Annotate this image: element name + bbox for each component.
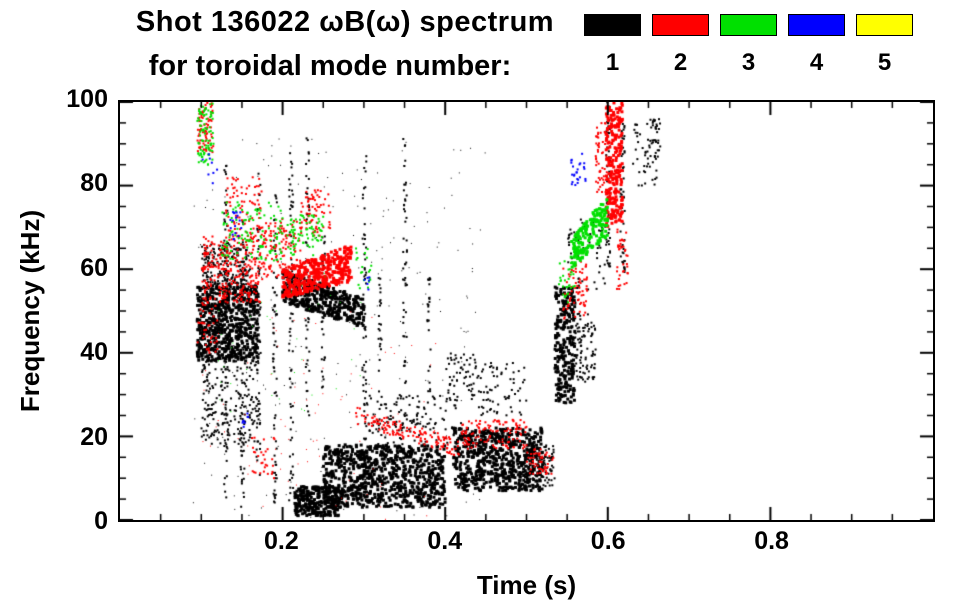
chart-title-line2: for toroidal mode number: (148, 50, 512, 82)
x-tick-label-0.8: 0.8 (754, 527, 789, 555)
y-tick-label-0: 0 (94, 507, 108, 535)
y-tick-label-80: 80 (80, 169, 108, 198)
legend-label-5: 5 (877, 49, 892, 76)
legend-swatch-2 (652, 14, 709, 36)
plot-canvas (120, 102, 933, 520)
x-tick-label-0.4: 0.4 (427, 527, 463, 555)
y-axis-title: Frequency (kHz) (15, 209, 45, 413)
legend-entry-5: 5 (856, 14, 913, 77)
legend-label-3: 3 (741, 49, 756, 76)
legend-label-2: 2 (673, 49, 688, 76)
legend-swatch-4 (788, 14, 845, 36)
legend-label-4: 4 (809, 49, 824, 76)
legend-swatch-3 (720, 14, 777, 36)
legend-entry-3: 3 (720, 14, 777, 77)
y-tick-label-20: 20 (80, 422, 108, 451)
legend-swatch-1 (584, 14, 641, 36)
legend-swatch-5 (856, 14, 913, 36)
y-tick-label-60: 60 (80, 253, 108, 282)
legend-entry-4: 4 (788, 14, 845, 77)
chart-title-line1: Shot 136022 ωB(ω) spectrum (135, 6, 555, 38)
y-tick-label-100: 100 (66, 85, 108, 113)
legend-entry-1: 1 (584, 14, 641, 77)
plot-area (118, 100, 935, 522)
x-axis-title: Time (s) (476, 570, 577, 600)
legend-label-1: 1 (605, 49, 620, 76)
x-tick-label-0.6: 0.6 (590, 527, 626, 555)
legend-entry-2: 2 (652, 14, 709, 77)
legend: 1 2 3 4 5 (584, 14, 913, 77)
x-tick-label-0.2: 0.2 (264, 527, 299, 555)
y-tick-label-40: 40 (80, 338, 108, 367)
